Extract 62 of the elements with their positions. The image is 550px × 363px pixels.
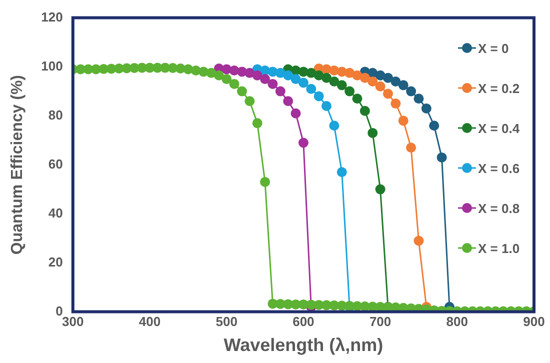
point bbox=[352, 94, 362, 104]
point bbox=[260, 74, 270, 84]
point bbox=[398, 80, 408, 90]
y-tick-label: 60 bbox=[48, 156, 63, 172]
legend-label: X = 0.6 bbox=[478, 160, 520, 176]
point bbox=[390, 98, 401, 109]
point bbox=[375, 184, 386, 194]
point bbox=[275, 86, 286, 96]
y-tick-label: 0 bbox=[56, 303, 63, 318]
y-tick-label: 40 bbox=[48, 205, 63, 220]
x-tick-label: 700 bbox=[369, 314, 392, 330]
point bbox=[322, 72, 332, 83]
point bbox=[382, 72, 393, 83]
y-tick-label: 120 bbox=[41, 9, 63, 24]
x-axis-title: Wavelength (λ,nm) bbox=[224, 335, 384, 356]
x-tick-label: 300 bbox=[62, 314, 84, 330]
y-tick-label: 20 bbox=[48, 254, 63, 270]
x-tick-label: 500 bbox=[216, 314, 238, 330]
point bbox=[314, 91, 324, 102]
point bbox=[414, 236, 424, 246]
point bbox=[368, 128, 378, 138]
x-tick-label: 800 bbox=[446, 314, 468, 330]
point bbox=[390, 76, 401, 86]
point bbox=[344, 68, 355, 78]
point bbox=[398, 116, 408, 126]
point bbox=[329, 76, 340, 86]
point bbox=[290, 108, 301, 118]
x-tick-label: 900 bbox=[523, 314, 545, 330]
point bbox=[406, 86, 416, 96]
legend-label: X = 0.4 bbox=[478, 120, 520, 136]
point bbox=[360, 106, 370, 116]
point bbox=[436, 152, 447, 162]
point bbox=[268, 78, 278, 89]
point bbox=[329, 120, 340, 131]
point bbox=[368, 76, 378, 86]
point bbox=[414, 94, 424, 104]
point bbox=[283, 96, 294, 106]
point bbox=[322, 101, 332, 111]
point bbox=[283, 70, 294, 80]
x-tick-label: 400 bbox=[138, 314, 161, 330]
y-tick-label: 100 bbox=[41, 58, 63, 74]
point bbox=[360, 72, 370, 83]
point bbox=[406, 142, 416, 153]
point bbox=[429, 120, 440, 131]
point bbox=[290, 74, 301, 84]
legend-label: X = 0 bbox=[478, 40, 509, 56]
legend-label: X = 1.0 bbox=[478, 240, 520, 256]
legend-label: X = 0.2 bbox=[478, 80, 520, 96]
point bbox=[252, 70, 262, 80]
point bbox=[336, 167, 347, 178]
point bbox=[421, 103, 432, 114]
y-axis-title: Quantum Efficiency (%) bbox=[9, 75, 26, 255]
x-tick-label: 600 bbox=[292, 314, 314, 330]
legend-label: X = 0.8 bbox=[478, 200, 520, 216]
point bbox=[344, 86, 355, 96]
point bbox=[336, 80, 347, 90]
point bbox=[306, 84, 316, 94]
point bbox=[382, 88, 393, 99]
point bbox=[375, 81, 386, 92]
y-tick-label: 80 bbox=[48, 107, 63, 122]
point bbox=[298, 138, 308, 148]
point bbox=[298, 78, 308, 88]
